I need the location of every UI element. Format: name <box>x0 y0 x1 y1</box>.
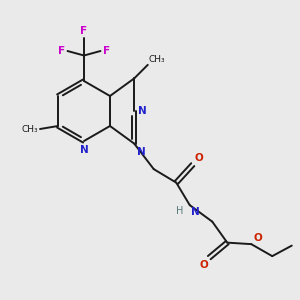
Text: O: O <box>199 260 208 270</box>
Text: F: F <box>80 26 88 36</box>
Text: N: N <box>138 106 147 116</box>
Text: CH₃: CH₃ <box>149 55 165 64</box>
Text: CH₃: CH₃ <box>22 124 38 134</box>
Text: N: N <box>191 207 200 217</box>
Text: O: O <box>253 233 262 243</box>
Text: O: O <box>194 153 203 163</box>
Text: N: N <box>137 147 146 157</box>
Text: H: H <box>176 206 183 215</box>
Text: N: N <box>80 145 88 154</box>
Text: F: F <box>58 46 65 56</box>
Text: F: F <box>103 46 110 56</box>
